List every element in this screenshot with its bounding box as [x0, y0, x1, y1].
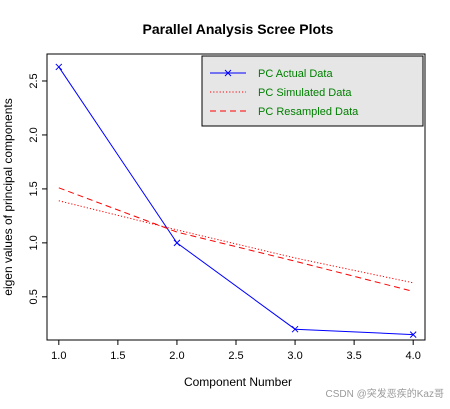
y-tick-label: 2.0 — [28, 127, 40, 142]
y-axis-label: eigen values of principal components — [1, 98, 15, 295]
x-tick-label: 4.0 — [406, 350, 421, 362]
x-tick-label: 3.0 — [287, 350, 302, 362]
y-tick-label: 0.5 — [28, 289, 40, 304]
legend: PC Actual Data PC Simulated Data PC Resamp… — [201, 55, 424, 127]
series-line — [58, 187, 414, 292]
x-tick-label: 2.0 — [169, 350, 184, 362]
data-point — [291, 325, 299, 333]
legend-label: PC Simulated Data — [258, 87, 352, 99]
series-2 — [58, 200, 414, 284]
legend-label: PC Resampled Data — [258, 106, 359, 118]
x-axis-label: Component Number — [184, 375, 292, 389]
series-1 — [55, 63, 417, 338]
x-tick-label: 2.5 — [228, 350, 243, 362]
series-layer — [55, 63, 417, 338]
legend-item: PC Actual Data — [210, 68, 333, 80]
y-tick-label: 1.0 — [28, 235, 40, 250]
data-point — [55, 63, 63, 71]
x-axis: 1.0 1.5 2.0 2.5 3.0 3.5 4.0 — [51, 339, 421, 362]
x-tick-label: 1.0 — [51, 350, 66, 362]
data-point — [409, 331, 417, 338]
legend-item: PC Resampled Data — [210, 106, 359, 118]
series-line — [58, 200, 414, 284]
chart-title: Parallel Analysis Scree Plots — [143, 21, 334, 37]
series-3 — [58, 187, 414, 292]
y-tick-label: 1.5 — [28, 181, 40, 196]
csdn-watermark: CSDN @突发恶疾的Kaz哥 — [326, 387, 445, 400]
y-tick-label: 2.5 — [28, 73, 40, 88]
x-tick-label: 3.5 — [346, 350, 361, 362]
legend-item: PC Simulated Data — [210, 87, 352, 99]
series-line — [58, 66, 414, 336]
legend-box — [201, 55, 424, 127]
data-point — [173, 239, 181, 247]
legend-label: PC Actual Data — [258, 68, 333, 80]
legend-marker — [224, 69, 232, 77]
y-axis: 0.5 1.0 1.5 2.0 2.5 — [28, 73, 48, 304]
x-tick-label: 1.5 — [110, 350, 125, 362]
